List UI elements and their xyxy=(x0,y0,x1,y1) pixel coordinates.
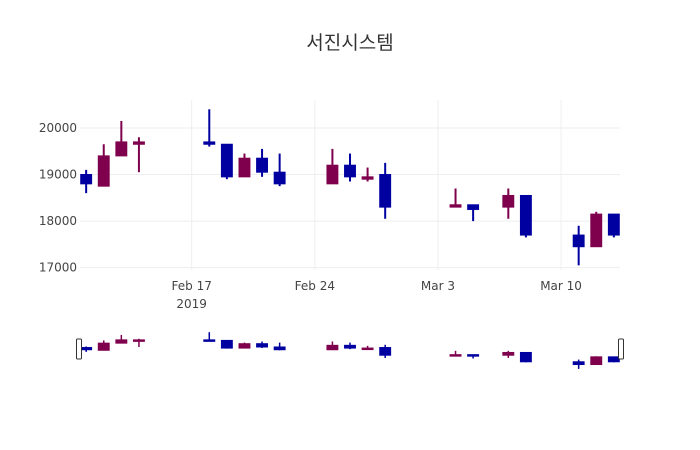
rangeslider-candle-body xyxy=(607,356,620,363)
rangeslider-candle-body xyxy=(572,361,585,366)
rangeslider-candle-body xyxy=(326,344,339,351)
candle-body xyxy=(379,174,392,208)
rangeslider-candle-body xyxy=(256,343,269,348)
y-tick-label: 17000 xyxy=(39,261,77,275)
rangeslider-candle-body xyxy=(80,347,93,351)
rangeslider-candle-body xyxy=(220,339,233,349)
candle-body xyxy=(467,204,480,210)
candle-body xyxy=(449,204,462,208)
rangeslider-right-handle xyxy=(618,338,624,360)
chart-title: 서진시스템 xyxy=(306,32,394,54)
candle-body xyxy=(80,174,93,185)
rangeslider-candle-body xyxy=(449,354,462,357)
rangeslider-candle-body xyxy=(519,351,532,363)
candle-body xyxy=(502,194,515,208)
candle-body xyxy=(220,143,233,178)
candle-body xyxy=(361,176,374,180)
candle-body xyxy=(326,164,339,185)
x-tick-label: Mar 3 xyxy=(421,279,455,293)
candle-body xyxy=(572,234,585,248)
rangeslider-candle-body xyxy=(203,339,216,342)
candle-body xyxy=(115,141,128,157)
candle-body xyxy=(344,164,356,178)
rangeslider-candle-body xyxy=(467,354,480,357)
y-tick-label: 20000 xyxy=(39,121,77,135)
candle-body xyxy=(590,213,603,248)
x-tick-year-label: 2019 xyxy=(176,297,207,311)
candle-body xyxy=(238,157,251,178)
rangeslider-candle-body xyxy=(238,343,251,349)
rangeslider-candle-body xyxy=(361,347,374,351)
candle-body xyxy=(273,171,286,185)
x-tick-label: Feb 24 xyxy=(295,279,335,293)
rangeslider-candle-body xyxy=(502,351,515,356)
rangeslider-candle-body xyxy=(273,346,286,351)
rangeslider-left-handle xyxy=(76,338,82,360)
x-tick-label: Feb 17 xyxy=(172,279,212,293)
x-tick-label: Mar 10 xyxy=(540,279,582,293)
candle-body xyxy=(607,213,620,236)
rangeslider-candle-body xyxy=(115,339,128,344)
candle-body xyxy=(132,141,145,145)
y-tick-label: 18000 xyxy=(39,214,77,228)
rangeslider-candle-body xyxy=(379,347,392,356)
y-tick-label: 19000 xyxy=(39,168,77,182)
rangeslider-candle-body xyxy=(590,356,603,366)
rangeslider-candle-body xyxy=(344,344,356,349)
rangeslider-candle-body xyxy=(97,342,110,351)
candle-body xyxy=(97,155,110,187)
candle-body xyxy=(203,141,216,145)
candle-body xyxy=(256,157,269,173)
candle-body xyxy=(519,194,532,236)
rangeslider-candle-body xyxy=(132,339,145,342)
